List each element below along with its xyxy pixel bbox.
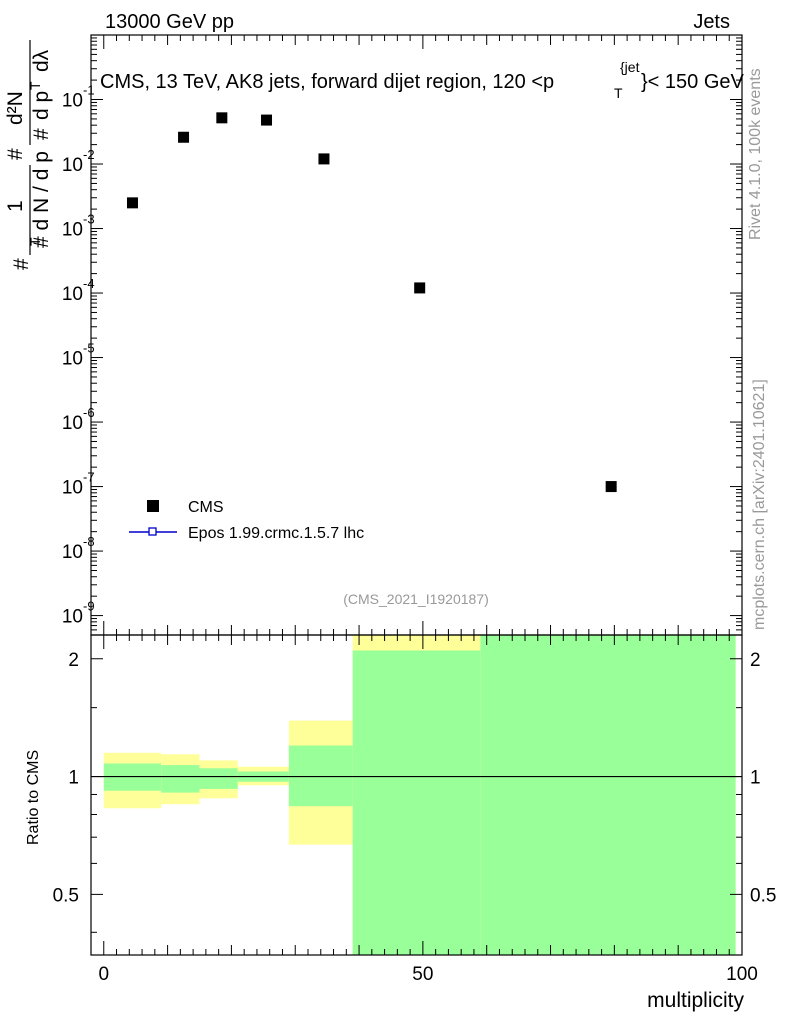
header-left: 13000 GeV pp <box>105 11 234 33</box>
legend-mc-marker <box>148 527 157 536</box>
ylabel-frac-den-sub: T <box>27 237 43 246</box>
cms-data-point <box>178 131 190 143</box>
cms-data-point <box>414 282 426 294</box>
legend: CMS Epos 1.99.crmc.1.5.7 lhc <box>129 499 364 542</box>
ratio-xtick-label: 0 <box>98 964 109 985</box>
main-ytick-label: 10 <box>62 220 83 241</box>
ratio-ytick-label-right: 2 <box>750 650 761 671</box>
ratio-ytick-label-right: 0.5 <box>750 885 776 906</box>
header-right: Jets <box>693 11 730 33</box>
ylabel-frac-den: # d N / d p <box>30 151 53 248</box>
main-ytick-exponent: -3 <box>83 212 95 227</box>
ratio-ytick-label-right: 1 <box>750 768 761 789</box>
main-ytick-exponent: -6 <box>83 405 95 420</box>
ratio-band-inner-6 <box>480 635 736 955</box>
main-ytick-label: 10 <box>62 478 83 499</box>
ratio-band-inner-5 <box>352 650 481 955</box>
ratio-bands <box>103 635 736 955</box>
main-ytick-exponent: -7 <box>83 470 95 485</box>
mcplots-label: mcplots.cern.ch [arXiv:2401.10621] <box>751 379 768 630</box>
cms-data-point <box>216 112 228 124</box>
ylabel-hash2: # <box>4 148 27 160</box>
analysis-watermark: (CMS_2021_I1920187) <box>343 591 489 607</box>
cms-data-point <box>318 153 330 165</box>
ratio-frame <box>90 634 743 956</box>
ylabel-d2n-den-hash: # <box>30 128 53 140</box>
rivet-label: Rivet 4.1.0, 100k events <box>747 68 764 240</box>
ratio-ytick-label: 1 <box>68 768 79 789</box>
ratio-ylabel: Ratio to CMS <box>25 750 42 845</box>
main-ytick-exponent: -5 <box>83 341 95 356</box>
ratio-ytick-label: 0.5 <box>53 885 79 906</box>
main-ylabel: # 1 # d N / d p T # d²N # d p T dλ <box>4 40 53 270</box>
main-ytick-exponent: -9 <box>83 599 95 614</box>
cms-data-point <box>126 197 138 209</box>
axis-tick-labels: 10-910-810-710-610-510-410-310-210-10 50 1… <box>53 83 777 985</box>
cms-data-point <box>261 114 273 126</box>
axis-ticks <box>91 34 743 955</box>
data-points <box>126 112 617 493</box>
ratio-band-inner-1 <box>161 765 200 793</box>
plot-title: CMS, 13 TeV, AK8 jets, forward dijet reg… <box>100 59 745 101</box>
title-sup: {jet <box>620 59 640 75</box>
main-ytick-label: 10 <box>62 155 83 176</box>
ratio-band-inner-2 <box>199 768 238 789</box>
main-ytick-label: 10 <box>62 413 83 434</box>
main-ytick-exponent: -2 <box>83 147 95 162</box>
title-main: CMS, 13 TeV, AK8 jets, forward dijet reg… <box>100 71 554 93</box>
ylabel-d2n-den-sub: T <box>27 81 43 90</box>
ratio-ytick-label: 2 <box>68 650 79 671</box>
main-ytick-exponent: -4 <box>83 276 95 291</box>
ratio-band-inner-4 <box>288 745 353 807</box>
ylabel-d2n-den-end: dλ <box>30 49 53 72</box>
plot-frames <box>90 34 743 956</box>
ratio-xtick-label: 50 <box>412 964 433 985</box>
x-axis-label: multiplicity <box>647 989 744 1012</box>
legend-mc-label: Epos 1.99.crmc.1.5.7 lhc <box>188 525 364 542</box>
main-ytick-label: 10 <box>62 349 83 370</box>
ylabel-hash1: # <box>10 258 33 270</box>
title-end: }< 150 GeV <box>641 71 745 93</box>
main-ytick-exponent: -8 <box>83 534 95 549</box>
main-ytick-label: 10 <box>62 91 83 112</box>
legend-data-label: CMS <box>188 499 224 516</box>
legend-data-marker <box>147 500 159 512</box>
cms-data-point <box>605 481 617 493</box>
ylabel-frac-num: 1 <box>4 200 27 212</box>
ylabel-d2n: d²N <box>4 91 27 125</box>
main-ytick-exponent: -1 <box>83 83 95 98</box>
title-sub: T <box>614 85 623 101</box>
ratio-xtick-label: 100 <box>726 964 758 985</box>
main-ytick-label: 10 <box>62 542 83 563</box>
main-frame <box>90 34 743 636</box>
main-ytick-label: 10 <box>62 284 83 305</box>
ylabel-d2n-den: d p <box>30 91 53 120</box>
main-ytick-label: 10 <box>62 607 83 628</box>
